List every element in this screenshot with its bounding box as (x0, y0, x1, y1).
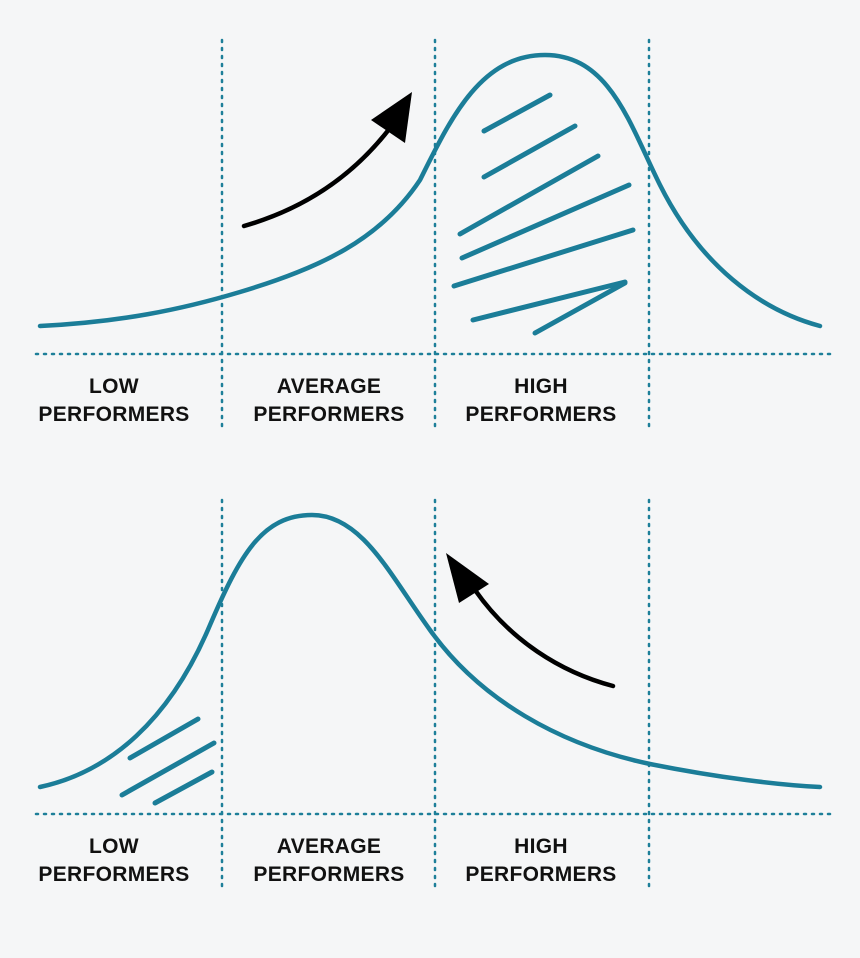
top-label-high-line1: HIGH (514, 375, 568, 398)
hatch-line (119, 740, 217, 798)
hatch-line (152, 769, 215, 806)
bottom-label-low-line2: PERFORMERS (38, 863, 189, 886)
top-label-average-line1: AVERAGE (277, 375, 381, 398)
top-panel: LOW PERFORMERS AVERAGE PERFORMERS HIGH P… (34, 38, 832, 434)
bottom-label-high-line2: PERFORMERS (465, 863, 616, 886)
top-label-average-line2: PERFORMERS (253, 403, 404, 426)
top-hatching-high-performers (451, 92, 636, 336)
top-label-low-line1: LOW (89, 375, 139, 398)
arrow-shaft (241, 125, 393, 229)
arrow-head (371, 92, 412, 143)
hatch-line (532, 280, 628, 336)
hatch-line (481, 92, 553, 134)
bottom-label-low-line1: LOW (89, 835, 139, 858)
hatch-line (470, 279, 628, 323)
hatch-line (457, 153, 601, 237)
hatch-line (127, 716, 201, 761)
top-label-low-line2: PERFORMERS (38, 403, 189, 426)
bottom-label-high-line1: HIGH (514, 835, 568, 858)
hatch-line (459, 182, 632, 261)
arrow-head (446, 553, 489, 603)
bottom-label-average-line2: PERFORMERS (253, 863, 404, 886)
bottom-distribution-curve (37, 512, 823, 790)
bottom-shift-arrow (446, 553, 616, 689)
top-shift-arrow (241, 92, 412, 229)
hatch-line (451, 227, 636, 289)
bottom-hatching-low-performers (119, 716, 217, 806)
bottom-panel: LOW PERFORMERS AVERAGE PERFORMERS HIGH P… (34, 498, 832, 894)
top-label-high-line2: PERFORMERS (465, 403, 616, 426)
arrow-shaft (472, 587, 616, 689)
bottom-label-average-line1: AVERAGE (277, 835, 381, 858)
top-distribution-curve (37, 52, 823, 329)
hatch-line (481, 123, 578, 180)
